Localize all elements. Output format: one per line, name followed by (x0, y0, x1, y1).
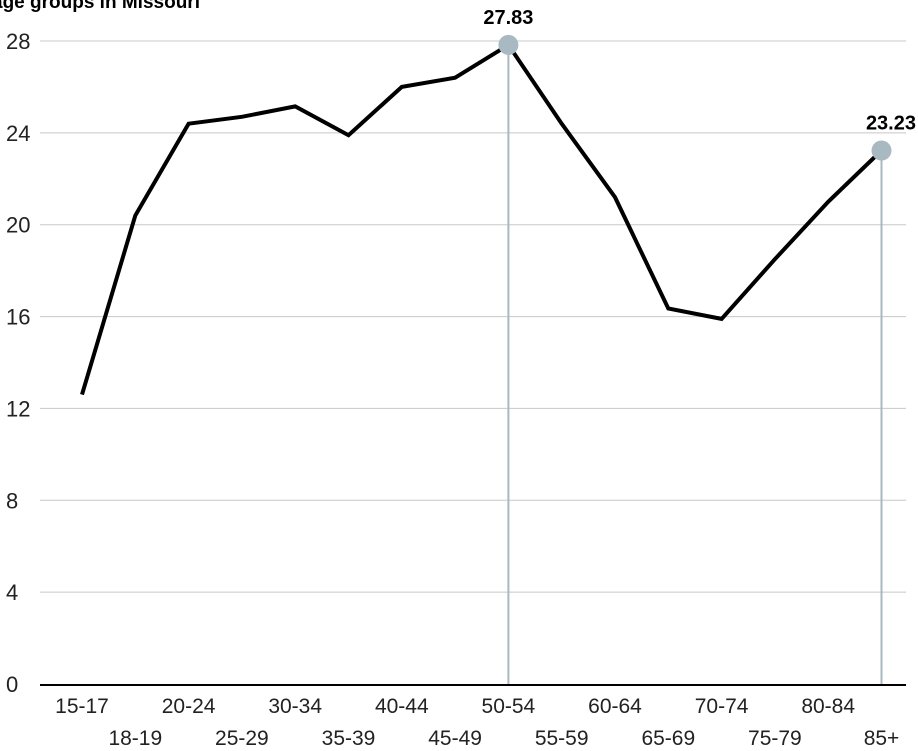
highlight-value-label: 27.83 (483, 7, 533, 29)
series-layer (80, 34, 892, 396)
highlight-point (871, 140, 892, 161)
y-tick-label: 8 (6, 488, 18, 513)
x-tick-label: 45-49 (428, 727, 482, 750)
chart-title: age groups in Missouri (0, 0, 200, 13)
highlight-callouts: 27.83 23.23 (483, 7, 916, 135)
x-tick-label: 85+ (864, 727, 900, 750)
y-tick-label: 4 (6, 580, 18, 605)
x-tick-label: 30-34 (268, 695, 322, 718)
x-tick-label: 25-29 (215, 727, 269, 750)
y-tick-label: 0 (6, 672, 18, 697)
x-tick-label: 15-17 (55, 695, 109, 718)
gridlines (40, 40, 906, 686)
x-tick-label: 60-64 (588, 695, 642, 718)
highlight-point (498, 34, 519, 55)
y-axis-ticks: 0 4 8 12 16 20 24 28 (6, 29, 30, 697)
x-tick-label: 70-74 (695, 695, 749, 718)
y-tick-label: 20 (6, 213, 30, 238)
x-tick-label: 20-24 (162, 695, 216, 718)
series-line (80, 42, 883, 396)
y-tick-label: 16 (6, 305, 30, 330)
y-tick-label: 28 (6, 29, 30, 54)
x-tick-label: 65-69 (641, 727, 695, 750)
x-tick-label: 50-54 (482, 695, 536, 718)
x-tick-label: 80-84 (801, 695, 855, 718)
highlight-value-label: 23.23 (866, 113, 916, 135)
x-tick-label: 55-59 (535, 727, 589, 750)
x-tick-label: 75-79 (748, 727, 802, 750)
x-tick-label: 40-44 (375, 695, 429, 718)
highlight-markers (507, 44, 883, 684)
y-tick-label: 24 (6, 121, 30, 146)
x-tick-label: 18-19 (108, 727, 162, 750)
x-tick-label: 35-39 (322, 727, 376, 750)
y-tick-label: 12 (6, 396, 30, 421)
